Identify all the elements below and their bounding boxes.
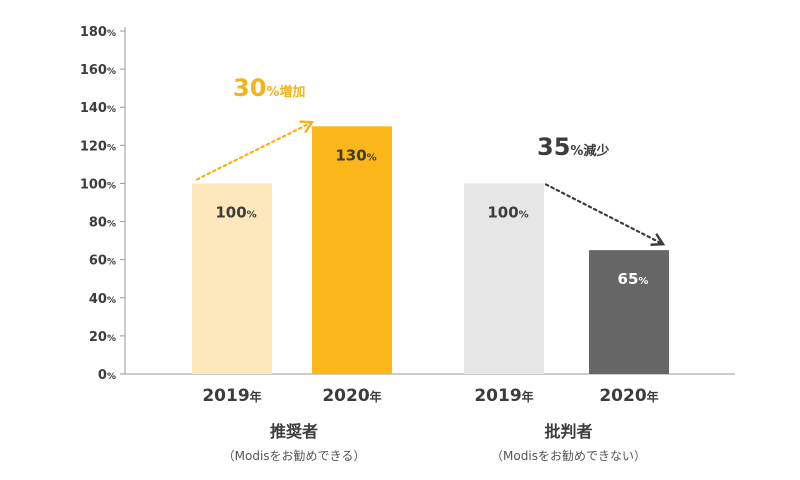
y-tick-label: 140%: [80, 101, 116, 116]
group-sublabel: （Modisをお勧めできない）: [491, 449, 646, 463]
y-tick-label: 40%: [89, 292, 116, 307]
y-tick-label-value: 0: [98, 368, 107, 383]
x-tick-label-value: 2020: [599, 386, 646, 406]
change-arrow: [544, 183, 666, 246]
y-tick-label-value: 140: [80, 101, 107, 116]
x-tick-label: 2019年: [474, 386, 533, 406]
change-annotation: 35%減少: [537, 133, 609, 161]
bar-value-label-value: 130: [335, 146, 366, 164]
y-tick-label-unit: %: [107, 181, 116, 191]
y-tick-label: 120%: [80, 139, 116, 154]
bar-value-label-unit: %: [519, 209, 529, 220]
y-tick-label-unit: %: [107, 334, 116, 344]
y-tick-label-unit: %: [107, 67, 116, 77]
y-tick-label-value: 20: [89, 330, 107, 345]
y-tick-label: 0%: [98, 368, 116, 383]
y-tick-label-value: 100: [80, 177, 107, 192]
y-tick-label: 20%: [89, 330, 116, 345]
y-tick-label-unit: %: [107, 372, 116, 382]
y-tick-label-value: 180: [80, 25, 107, 40]
x-tick-label: 2020年: [322, 386, 381, 406]
x-tick-label: 2020年: [599, 386, 658, 406]
y-tick-label-value: 60: [89, 254, 107, 269]
y-tick-label-value: 40: [89, 292, 107, 307]
bar-value-label: 100%: [487, 203, 528, 221]
y-tick-label-value: 120: [80, 139, 107, 154]
bars: [192, 126, 669, 375]
y-tick-label-unit: %: [107, 105, 116, 115]
change-annotation-value: 35: [537, 133, 570, 161]
bar-value-label-unit: %: [638, 276, 648, 287]
y-tick-label-unit: %: [107, 258, 116, 268]
y-tick-label-unit: %: [107, 220, 116, 230]
y-tick-label-value: 160: [80, 63, 107, 78]
bar-value-label-value: 100: [487, 203, 518, 221]
bar: [312, 126, 392, 375]
y-tick-label: 80%: [89, 216, 116, 231]
bar-value-label: 65%: [618, 270, 649, 288]
x-tick-label-unit: 年: [522, 389, 534, 404]
bar-value-labels: 100%130%100%65%: [215, 146, 648, 288]
bar: [464, 183, 544, 374]
x-tick-label-value: 2020: [322, 386, 369, 406]
x-tick-label-value: 2019: [474, 386, 521, 406]
y-tick-label-unit: %: [107, 296, 116, 306]
group-sublabel: （Modisをお勧めできる）: [223, 449, 366, 463]
y-axis-ticks: 0%20%40%60%80%100%120%140%160%180%: [80, 25, 125, 383]
bar-value-label-value: 100: [215, 203, 246, 221]
x-tick-label-value: 2019: [202, 386, 249, 406]
group-label: 批判者: [544, 422, 592, 441]
x-tick-label-unit: 年: [250, 389, 262, 404]
y-tick-label-unit: %: [107, 29, 116, 39]
x-tick-label-unit: 年: [647, 389, 659, 404]
bar-value-label-unit: %: [247, 209, 257, 220]
x-tick-label: 2019年: [202, 386, 261, 406]
y-tick-label: 100%: [80, 177, 116, 192]
bar-value-label-unit: %: [367, 152, 377, 163]
bar-value-label-value: 65: [618, 270, 639, 288]
group-label: 推奨者: [270, 422, 318, 441]
change-annotation-unit: %減少: [570, 143, 609, 159]
y-tick-label: 60%: [89, 254, 116, 269]
y-tick-label: 160%: [80, 63, 116, 78]
bar-value-label: 130%: [335, 146, 376, 164]
bar: [589, 250, 669, 374]
change-annotation-unit: %増加: [266, 84, 305, 100]
change-annotation: 30%増加: [233, 74, 305, 102]
y-tick-label-unit: %: [107, 143, 116, 153]
change-annotation-value: 30: [233, 74, 266, 102]
y-tick-label-value: 80: [89, 216, 107, 231]
x-tick-label-unit: 年: [370, 389, 382, 404]
change-arrow: [195, 120, 315, 181]
bar-value-label: 100%: [215, 203, 256, 221]
y-tick-label: 180%: [80, 25, 116, 40]
bar: [192, 183, 272, 374]
annotations: 30%増加 35%減少: [195, 74, 666, 246]
